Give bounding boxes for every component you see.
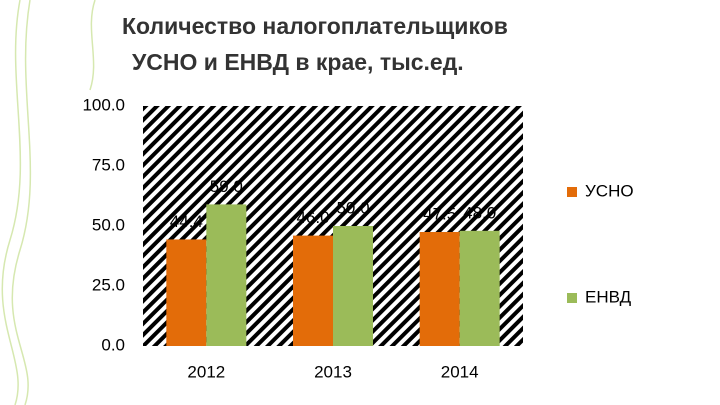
legend-label: ЕНВД [585,287,632,306]
y-tick-label: 75.0 [92,155,125,174]
data-label: 44.4 [170,212,203,231]
legend-swatch [567,187,577,197]
chart-title: УСНО и ЕНВД в крае, тыс.ед. [132,49,464,75]
x-tick-label: 2014 [441,362,479,381]
y-tick-label: 100.0 [82,95,125,114]
data-label: 48.0 [463,203,496,222]
data-label: 59.0 [210,177,243,196]
data-label: 46.0 [296,208,329,227]
decoration [1,0,96,405]
bar [206,204,247,346]
legend-swatch [567,293,577,303]
bar [293,235,333,346]
legend-label: УСНО [585,181,634,200]
y-tick-label: 50.0 [92,215,125,234]
y-tick-label: 25.0 [92,275,125,294]
data-label: 47.5 [423,204,456,223]
x-tick-label: 2013 [314,362,352,381]
chart-title: Количество налогоплательщиков [122,13,508,39]
x-tick-label: 2012 [187,362,225,381]
bar [166,239,207,346]
bar [459,230,500,346]
y-tick-label: 0.0 [101,335,125,354]
data-label: 50.0 [336,198,369,217]
bar [333,226,373,346]
bar [419,232,460,346]
